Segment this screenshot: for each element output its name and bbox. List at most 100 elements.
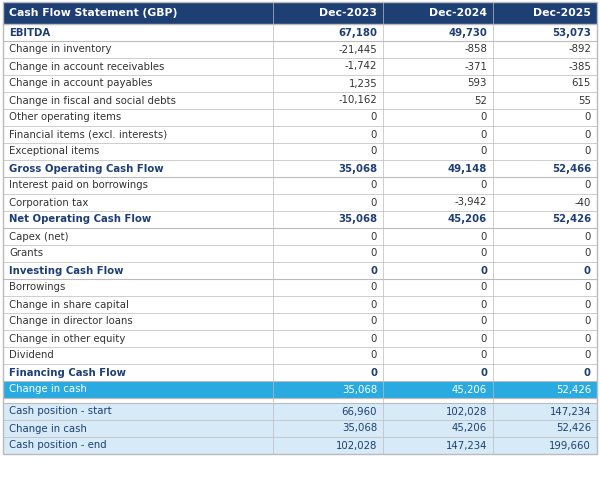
Bar [493, 279, 597, 296]
Bar [3, 313, 273, 330]
Bar [273, 58, 383, 75]
Text: Borrowings: Borrowings [9, 283, 65, 293]
Bar [3, 245, 273, 262]
Text: 0: 0 [584, 300, 591, 310]
Text: Cash position - end: Cash position - end [9, 440, 107, 450]
Bar [273, 109, 383, 126]
Text: 0: 0 [584, 113, 591, 123]
Bar [383, 279, 493, 296]
Bar [273, 279, 383, 296]
Bar [493, 126, 597, 143]
Text: 35,068: 35,068 [342, 384, 377, 394]
Bar [273, 126, 383, 143]
Text: 0: 0 [481, 248, 487, 258]
Text: 0: 0 [370, 265, 377, 275]
Bar [383, 194, 493, 211]
Bar [273, 347, 383, 364]
Text: 45,206: 45,206 [452, 384, 487, 394]
Text: Dec-2024: Dec-2024 [429, 8, 487, 18]
Text: 52,426: 52,426 [552, 214, 591, 225]
Text: 0: 0 [371, 283, 377, 293]
Text: -10,162: -10,162 [338, 96, 377, 106]
Bar [3, 109, 273, 126]
Bar [3, 279, 273, 296]
Bar [3, 364, 273, 381]
Text: -385: -385 [568, 62, 591, 71]
Text: 0: 0 [584, 248, 591, 258]
Bar [3, 262, 273, 279]
Text: 0: 0 [371, 146, 377, 157]
Text: 52,466: 52,466 [552, 164, 591, 174]
Bar [3, 347, 273, 364]
Text: 0: 0 [584, 316, 591, 326]
Bar [3, 126, 273, 143]
Text: 0: 0 [481, 146, 487, 157]
Text: Change in director loans: Change in director loans [9, 316, 133, 326]
Bar [493, 347, 597, 364]
Text: 147,234: 147,234 [550, 407, 591, 417]
Bar [493, 364, 597, 381]
Text: Cash Flow Statement (GBP): Cash Flow Statement (GBP) [9, 8, 178, 18]
Text: 199,660: 199,660 [549, 440, 591, 450]
Bar [493, 420, 597, 437]
Bar [3, 41, 273, 58]
Text: 35,068: 35,068 [338, 164, 377, 174]
Text: 49,148: 49,148 [448, 164, 487, 174]
Bar [383, 177, 493, 194]
Text: 1,235: 1,235 [349, 78, 377, 88]
Bar [383, 330, 493, 347]
Bar [3, 381, 273, 398]
Bar [383, 92, 493, 109]
Bar [383, 313, 493, 330]
Bar [273, 24, 383, 41]
Bar [383, 381, 493, 398]
Text: 0: 0 [584, 265, 591, 275]
Bar [493, 143, 597, 160]
Bar [493, 313, 597, 330]
Text: 53,073: 53,073 [552, 27, 591, 38]
Bar [493, 92, 597, 109]
Bar [3, 2, 273, 24]
Text: Dividend: Dividend [9, 351, 54, 361]
Bar [493, 160, 597, 177]
Bar [493, 403, 597, 420]
Bar [493, 194, 597, 211]
Bar [493, 177, 597, 194]
Bar [383, 347, 493, 364]
Text: -1,742: -1,742 [345, 62, 377, 71]
Text: Change in fiscal and social debts: Change in fiscal and social debts [9, 96, 176, 106]
Text: 0: 0 [481, 181, 487, 190]
Bar [493, 228, 597, 245]
Text: 0: 0 [371, 351, 377, 361]
Bar [383, 228, 493, 245]
Bar [3, 437, 273, 454]
Text: -371: -371 [464, 62, 487, 71]
Bar [383, 75, 493, 92]
Text: 45,206: 45,206 [452, 424, 487, 434]
Text: 0: 0 [481, 351, 487, 361]
Bar [3, 177, 273, 194]
Text: EBITDA: EBITDA [9, 27, 50, 38]
Bar [3, 398, 597, 403]
Bar [493, 330, 597, 347]
Bar [383, 364, 493, 381]
Bar [273, 437, 383, 454]
Bar [273, 160, 383, 177]
Text: 49,730: 49,730 [448, 27, 487, 38]
Text: 45,206: 45,206 [448, 214, 487, 225]
Bar [273, 262, 383, 279]
Bar [383, 160, 493, 177]
Bar [273, 211, 383, 228]
Text: 0: 0 [480, 368, 487, 377]
Text: 0: 0 [481, 333, 487, 344]
Bar [3, 143, 273, 160]
Text: 102,028: 102,028 [336, 440, 377, 450]
Text: 0: 0 [371, 197, 377, 207]
Bar [273, 177, 383, 194]
Bar [3, 160, 273, 177]
Text: Change in other equity: Change in other equity [9, 333, 125, 344]
Bar [493, 75, 597, 92]
Bar [273, 143, 383, 160]
Text: Net Operating Cash Flow: Net Operating Cash Flow [9, 214, 151, 225]
Text: Change in cash: Change in cash [9, 384, 87, 394]
